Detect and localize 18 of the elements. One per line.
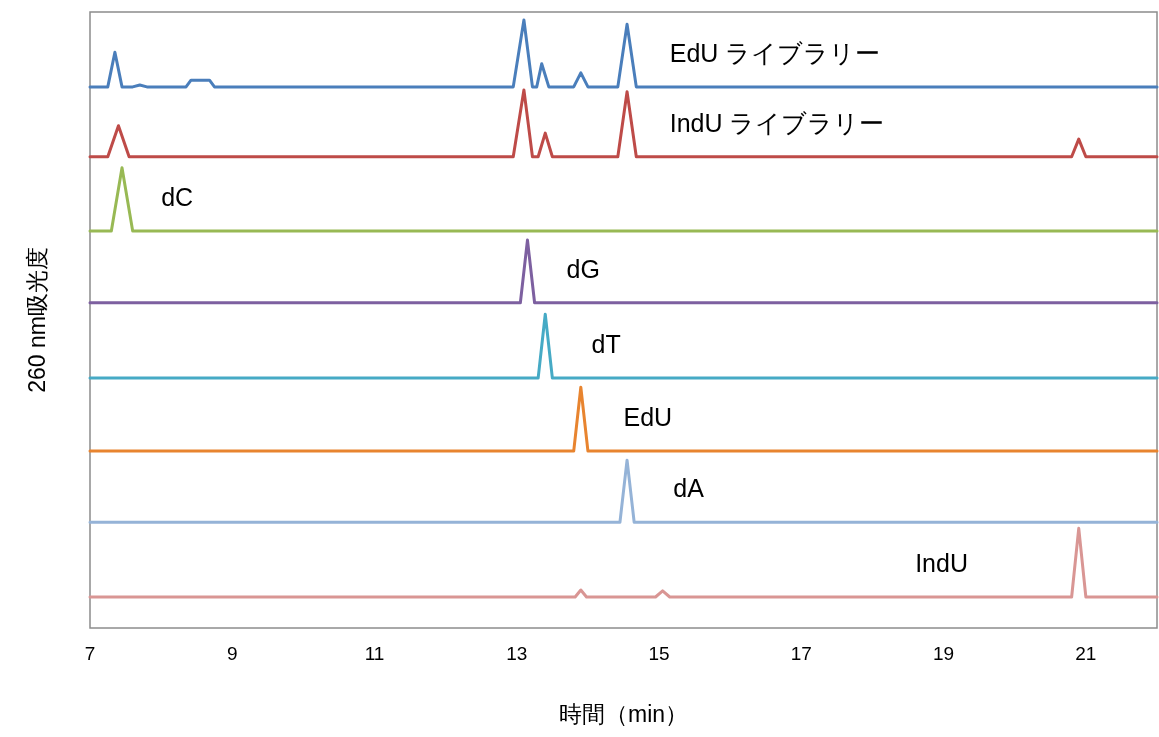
x-tick-label: 13 — [506, 643, 528, 664]
series-label: IndU — [915, 548, 968, 577]
x-tick-label: 11 — [364, 643, 385, 664]
x-tick-label: 17 — [790, 643, 812, 664]
x-tick-label: 19 — [933, 643, 955, 664]
series-label: IndU ライブラリー — [669, 108, 885, 137]
series-label: dA — [673, 474, 705, 503]
x-tick-label: 21 — [1075, 643, 1097, 664]
series-label: EdU ライブラリー — [669, 38, 881, 67]
y-axis-title: 260 nm吸光度 — [24, 247, 50, 393]
x-tick-label: 7 — [84, 643, 96, 664]
series-label: dC — [161, 182, 194, 211]
x-axis-title: 時間（min） — [558, 701, 689, 727]
x-tick-label: 15 — [648, 643, 670, 664]
series-label: EdU — [623, 403, 673, 432]
series-label: dT — [591, 330, 621, 359]
series-label: dG — [566, 254, 600, 283]
x-tick-label: 9 — [226, 643, 238, 664]
